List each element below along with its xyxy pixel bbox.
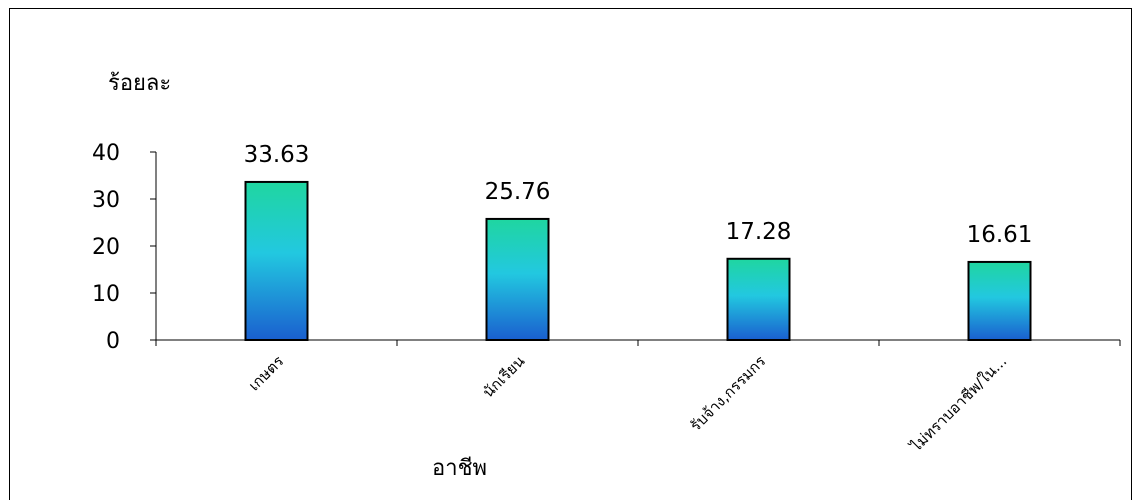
y-axis-title: ร้อยละ	[108, 71, 171, 96]
y-tick-label: 30	[92, 188, 120, 213]
bar	[244, 180, 309, 341]
y-tick-label: 10	[92, 282, 120, 307]
y-tick-label: 40	[92, 141, 120, 166]
bar	[967, 260, 1032, 342]
y-tick-label: 20	[92, 235, 120, 260]
bar	[726, 257, 791, 341]
x-category-label: รับจ้าง,กรรมกร	[687, 352, 770, 435]
y-tick-label: 0	[106, 329, 120, 354]
data-label: 17.28	[726, 219, 792, 245]
data-label: 33.63	[244, 142, 310, 168]
x-axis-title: อาชีพ	[432, 456, 487, 481]
chart-frame	[9, 8, 1132, 500]
x-category-label: ไม่ทราบอาชีพ/ใน...	[907, 352, 1011, 456]
bar	[485, 217, 550, 341]
data-label: 25.76	[485, 179, 551, 205]
x-category-label: นักเรียน	[479, 352, 528, 401]
x-category-label: เกษตร	[245, 352, 287, 394]
data-label: 16.61	[967, 222, 1033, 248]
